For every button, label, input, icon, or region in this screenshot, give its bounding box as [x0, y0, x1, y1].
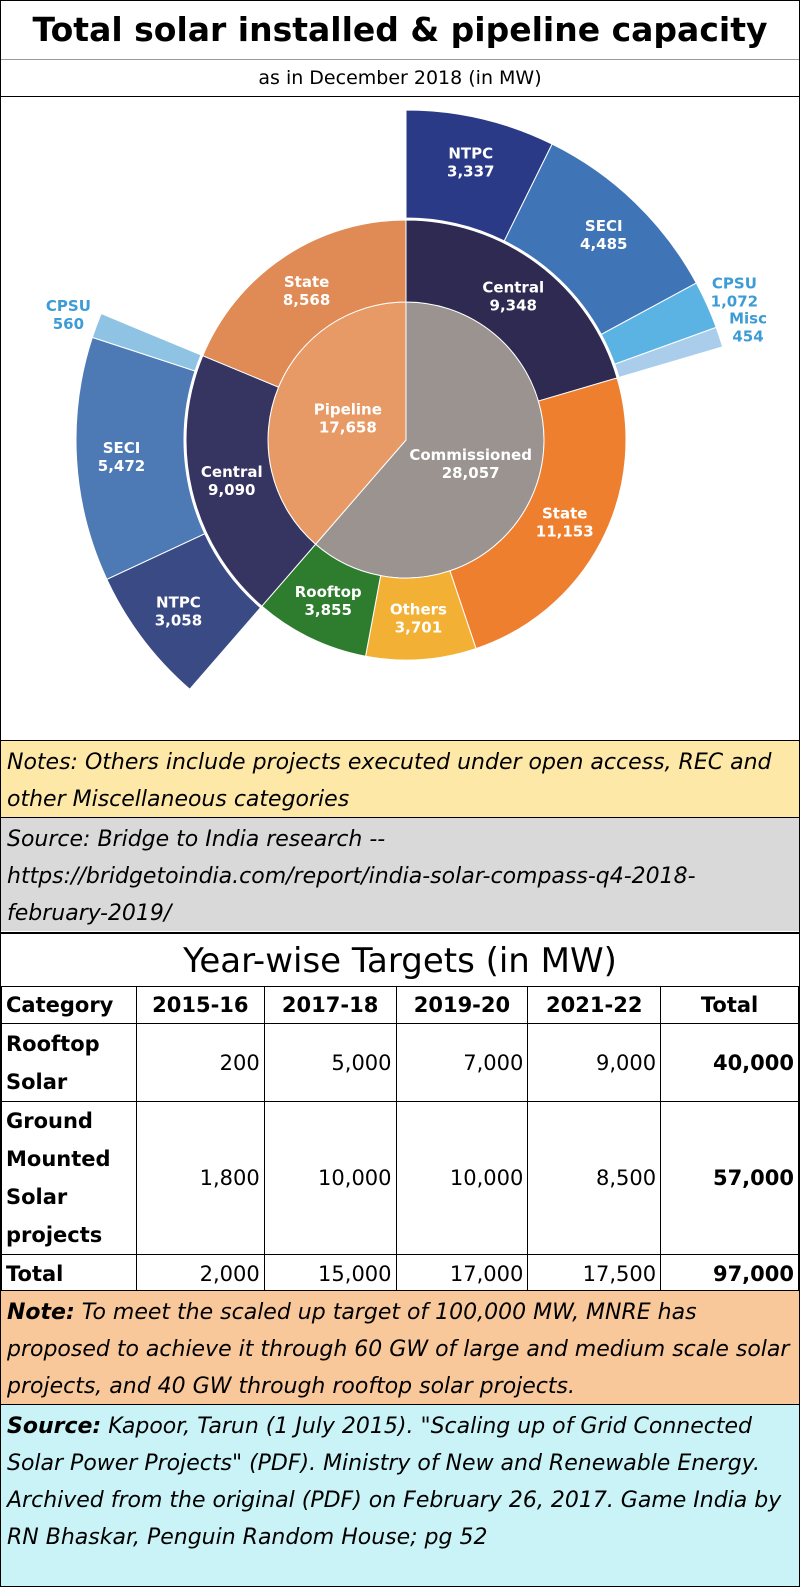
- source-label: Source:: [7, 1414, 102, 1439]
- table-header-row: Category 2015-16 2017-18 2019-20 2021-22…: [1, 986, 799, 1024]
- table-cell: 17,000: [395, 1254, 529, 1294]
- label-middle: State 8,568: [283, 273, 330, 309]
- target-source: Source: Kapoor, Tarun (1 July 2015). "Sc…: [1, 1404, 799, 1586]
- label-pipeline: Pipeline 17,658: [314, 400, 382, 436]
- table-cell: 5,000: [263, 1023, 397, 1102]
- table-row: Rooftop Solar 200 5,000 7,000 9,000 40,0…: [1, 1023, 799, 1102]
- table-cell-total: 57,000: [660, 1101, 799, 1255]
- table-cell: 10,000: [263, 1101, 397, 1255]
- label-outer: CPSU 560: [46, 297, 91, 333]
- label-outer: SECI 5,472: [98, 439, 145, 475]
- label-outer: NTPC 3,058: [155, 594, 202, 630]
- table-row: Ground Mounted Solar projects 1,800 10,0…: [1, 1101, 799, 1255]
- table-cell-total: 97,000: [660, 1254, 799, 1294]
- label-outer: SECI 4,485: [580, 217, 627, 253]
- table-cell: 1,800: [135, 1101, 265, 1255]
- table-header: 2019-20: [395, 986, 529, 1024]
- table-cell-category: Rooftop Solar: [1, 1023, 137, 1102]
- ring-middle-segment: [185, 355, 317, 607]
- table-cell: 10,000: [395, 1101, 529, 1255]
- target-note: Note: To meet the scaled up target of 10…: [1, 1290, 799, 1404]
- table-cell: 9,000: [527, 1023, 662, 1102]
- note-text: To meet the scaled up target of 100,000 …: [7, 1300, 790, 1399]
- label-commissioned: Commissioned 28,057: [409, 446, 532, 482]
- table-cell: 15,000: [263, 1254, 397, 1294]
- label-middle: Rooftop 3,855: [295, 583, 362, 619]
- table-header: Total: [660, 986, 799, 1024]
- table-cell-total: 40,000: [660, 1023, 799, 1102]
- label-middle: Central 9,090: [201, 463, 263, 499]
- ring-middle-segment: [449, 377, 627, 650]
- label-middle: Central 9,348: [482, 279, 544, 315]
- targets-table-title: Year-wise Targets (in MW): [1, 932, 799, 989]
- table-cell-category: Total: [1, 1254, 137, 1294]
- table-row: Total 2,000 15,000 17,000 17,500 97,000: [1, 1254, 799, 1294]
- table-header: 2021-22: [527, 986, 662, 1024]
- source-text: Kapoor, Tarun (1 July 2015). "Scaling up…: [7, 1414, 782, 1550]
- table-cell: 200: [135, 1023, 265, 1102]
- ring-outer-segment: [614, 326, 724, 378]
- table-header: 2015-16: [135, 986, 265, 1024]
- label-outer: CPSU 1,072: [711, 275, 758, 311]
- table-cell: 2,000: [135, 1254, 265, 1294]
- table-cell: 17,500: [527, 1254, 662, 1294]
- chart-notes: Notes: Others include projects executed …: [1, 740, 799, 817]
- table-cell: 8,500: [527, 1101, 662, 1255]
- sunburst-chart: Commissioned 28,057 Pipeline 17,658 Central 9…: [1, 97, 799, 740]
- label-middle: Others 3,701: [390, 601, 447, 637]
- chart-source: Source: Bridge to India research -- http…: [1, 817, 799, 931]
- page-subtitle: as in December 2018 (in MW): [1, 60, 799, 97]
- label-middle: State 11,153: [536, 505, 594, 541]
- targets-table: Category 2015-16 2017-18 2019-20 2021-22…: [1, 986, 799, 1294]
- table-header: 2017-18: [263, 986, 397, 1024]
- table-cell-category: Ground Mounted Solar projects: [1, 1101, 137, 1255]
- sunburst-svg: Commissioned 28,057 Pipeline 17,658 Central 9…: [46, 109, 767, 690]
- note-label: Note:: [7, 1300, 75, 1325]
- label-outer: Misc 454: [729, 310, 767, 346]
- table-header: Category: [1, 986, 137, 1024]
- ring-middle-segment: [202, 219, 407, 388]
- label-outer: NTPC 3,337: [447, 144, 494, 180]
- ring-outer-segment: [91, 312, 202, 372]
- page-title: Total solar installed & pipeline capacit…: [1, 1, 799, 60]
- table-cell: 7,000: [395, 1023, 529, 1102]
